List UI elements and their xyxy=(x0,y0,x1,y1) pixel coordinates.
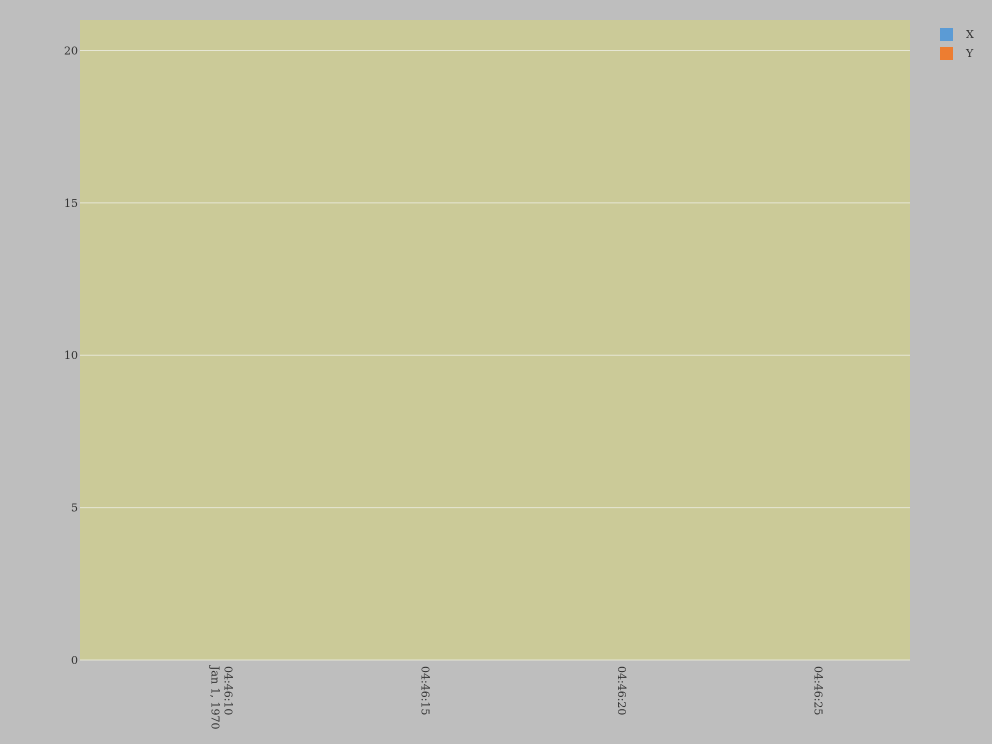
x-tick: 04:46:20 xyxy=(615,666,628,715)
legend-swatch xyxy=(940,28,953,41)
x-tick-label-time: 04:46:25 xyxy=(812,666,825,715)
y-tick-label: 0 xyxy=(71,654,78,667)
plot-area xyxy=(80,20,910,660)
legend: XY xyxy=(940,28,974,60)
y-tick-label: 5 xyxy=(71,502,78,515)
x-tick-label-time: 04:46:10 xyxy=(222,666,235,715)
y-tick-label: 15 xyxy=(64,197,78,210)
grid-lines xyxy=(80,49,910,661)
x-tick: 04:46:25 xyxy=(812,666,825,715)
legend-label: X xyxy=(966,28,974,41)
x-tick-label-date: Jan 1, 1970 xyxy=(209,665,222,730)
y-tick-label: 10 xyxy=(64,349,78,362)
x-tick-label-time: 04:46:15 xyxy=(418,666,431,715)
legend-swatch xyxy=(940,47,953,60)
y-tick-label: 20 xyxy=(64,44,78,57)
x-tick: 04:46:15 xyxy=(418,666,431,715)
legend-label: Y xyxy=(965,47,974,60)
x-tick-label-time: 04:46:20 xyxy=(615,666,628,715)
y-axis: 0 5 10 15 20 xyxy=(64,44,78,667)
